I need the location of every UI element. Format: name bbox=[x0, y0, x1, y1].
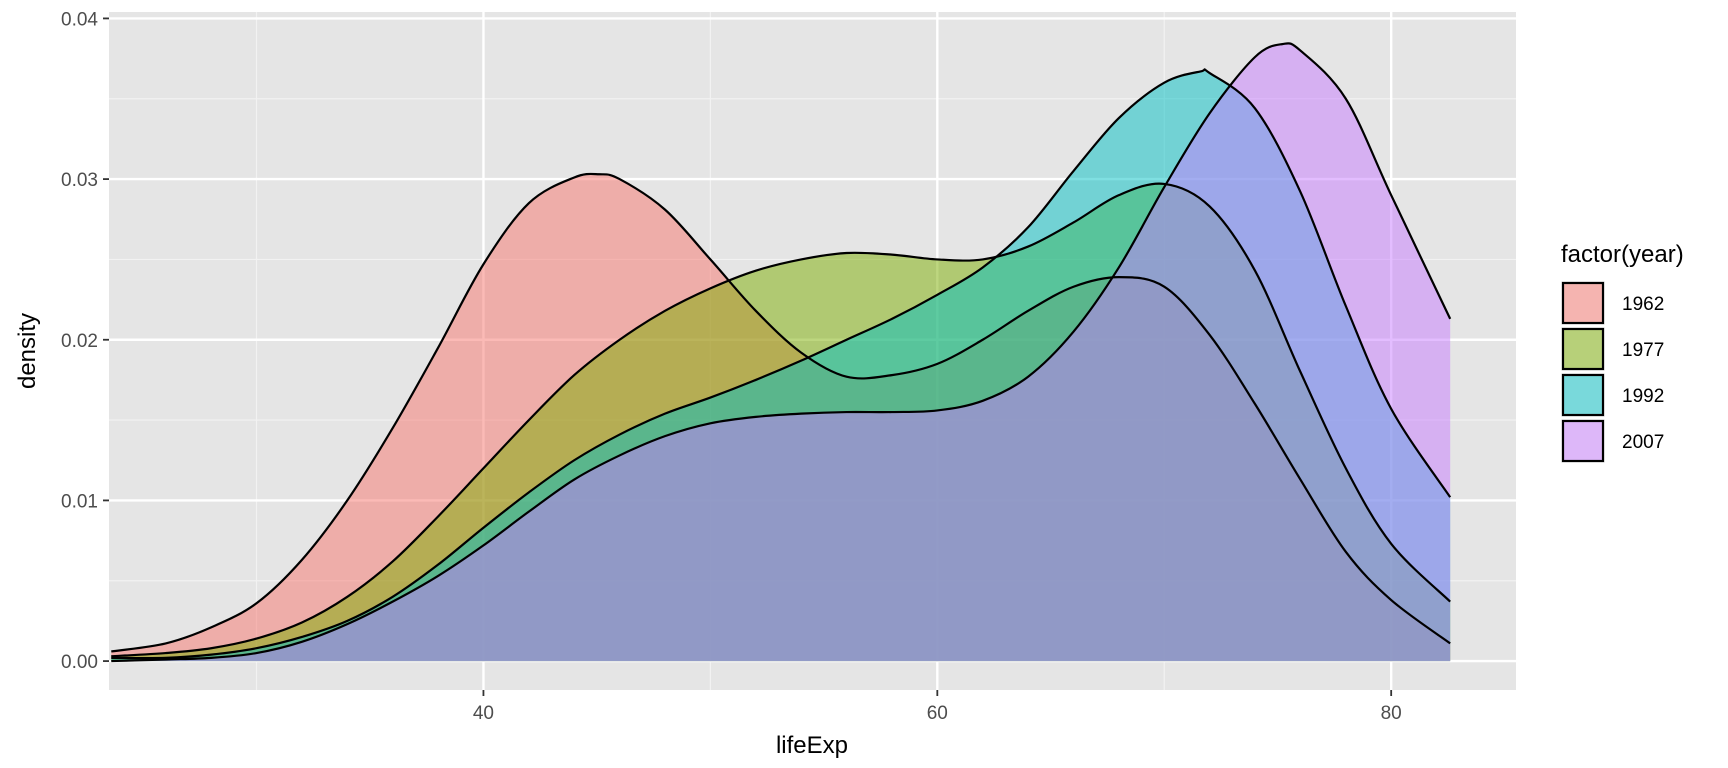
density-line-1962 bbox=[111, 172, 1451, 653]
y-tick-label: 0.01 bbox=[61, 491, 98, 512]
y-tick-label: 0.02 bbox=[61, 331, 98, 352]
legend-key-1992 bbox=[1561, 373, 1605, 417]
y-tick-label: 0.04 bbox=[61, 9, 98, 30]
x-tick-label: 80 bbox=[1381, 703, 1402, 724]
x-axis: 40 60 80 bbox=[473, 690, 1402, 724]
y-tick-label: 0.00 bbox=[61, 652, 98, 673]
legend-key-2007 bbox=[1561, 419, 1605, 463]
legend-label-1992: 1992 bbox=[1622, 386, 1664, 407]
density-line-1977 bbox=[111, 182, 1451, 658]
y-axis-title: density bbox=[14, 313, 41, 389]
x-axis-title: lifeExp bbox=[776, 732, 848, 759]
legend-label-2007: 2007 bbox=[1622, 432, 1664, 453]
legend-key-1962 bbox=[1561, 281, 1605, 325]
legend-label-1977: 1977 bbox=[1622, 340, 1664, 361]
legend-label-1962: 1962 bbox=[1622, 294, 1664, 315]
legend-key-1977 bbox=[1561, 327, 1605, 371]
density-area-2007 bbox=[111, 43, 1451, 662]
legend-title: factor(year) bbox=[1561, 241, 1684, 268]
density-line-1992 bbox=[111, 68, 1452, 660]
x-tick-label: 60 bbox=[927, 703, 948, 724]
density-areas bbox=[111, 43, 1451, 662]
y-axis: 0.00 0.01 0.02 0.03 0.04 bbox=[61, 9, 109, 673]
legend: factor(year) 1962 1977 1992 2007 bbox=[1561, 241, 1684, 463]
density-outlines bbox=[111, 42, 1452, 663]
y-tick-label: 0.03 bbox=[61, 170, 98, 191]
density-line-2007 bbox=[111, 42, 1452, 663]
x-tick-label: 40 bbox=[473, 703, 494, 724]
